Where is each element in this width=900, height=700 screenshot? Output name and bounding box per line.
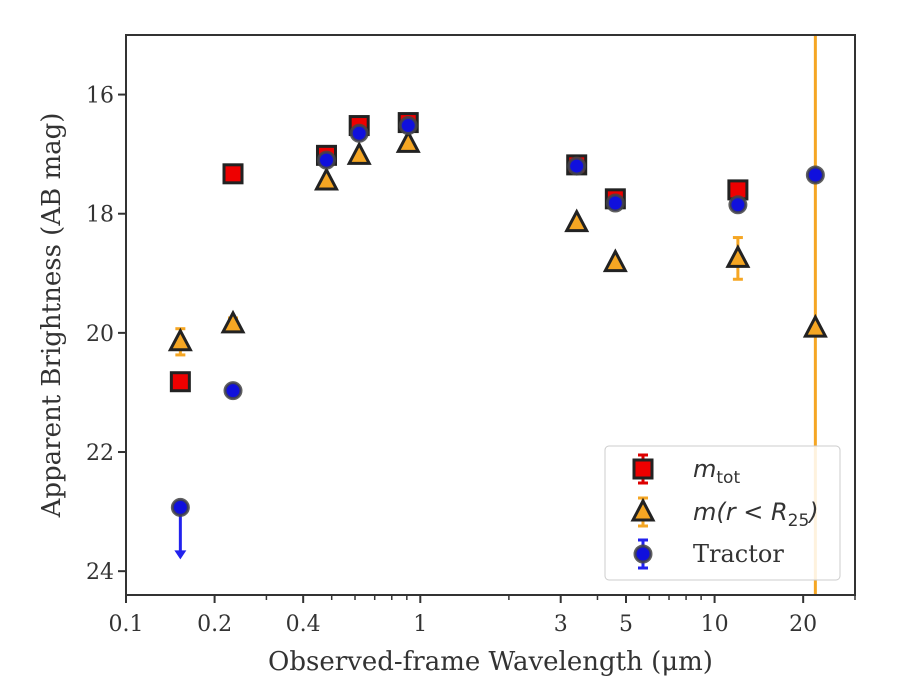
legend-marker-square — [632, 458, 654, 480]
y-tick-label: 18 — [86, 203, 114, 228]
point-square — [169, 371, 191, 393]
ticks-layer: 0.1 0.2 0.4 1 3 5 10 20 16 18 20 22 24 — [86, 84, 856, 637]
point-circle — [316, 150, 336, 170]
point-circle — [805, 165, 825, 185]
y-tick-label: 16 — [86, 84, 114, 109]
x-tick-label: 0.4 — [286, 612, 321, 637]
y-tick-label: 20 — [86, 322, 114, 347]
legend-label: mtot — [693, 455, 740, 488]
point-triangle — [725, 244, 751, 268]
x-tick-label: 10 — [701, 612, 729, 637]
x-tick-label: 0.2 — [197, 612, 232, 637]
point-circle — [223, 381, 243, 401]
legend-box — [604, 445, 841, 581]
x-tick-label: 1 — [413, 612, 427, 637]
point-circle — [605, 193, 625, 213]
plot-frame — [125, 34, 856, 596]
point-triangle — [395, 129, 421, 153]
point-circle — [728, 195, 748, 215]
y-axis-label: Apparent Brightness (AB mag) — [37, 113, 67, 519]
x-tick-label: 5 — [619, 612, 633, 637]
x-tick-label: 0.1 — [109, 612, 144, 637]
x-axis-label: Observed-frame Wavelength (μm) — [268, 647, 713, 677]
y-tick-label: 22 — [86, 441, 114, 466]
point-triangle — [602, 248, 628, 273]
upper-limit-arrowhead — [174, 550, 187, 560]
x-tick-label: 20 — [789, 612, 817, 637]
y-tick-label: 24 — [86, 560, 114, 585]
point-triangle — [802, 313, 828, 338]
point-triangle — [167, 327, 193, 352]
legend: mtot m(r < R25) Tractor — [604, 445, 841, 581]
point-circle — [398, 116, 418, 136]
point-circle — [170, 497, 190, 517]
x-tick-label: 3 — [554, 612, 568, 637]
point-triangle — [564, 208, 590, 233]
point-triangle — [314, 166, 339, 191]
markers-layer — [167, 112, 828, 517]
point-triangle — [220, 309, 246, 334]
legend-marker-triangle — [630, 497, 656, 522]
legend-marker-circle — [633, 544, 653, 564]
legend-label: m(r < R25) — [693, 498, 819, 531]
point-triangle — [346, 141, 372, 165]
point-circle — [349, 123, 369, 143]
point-square — [222, 163, 244, 185]
point-circle — [567, 156, 587, 176]
legend-label: Tractor — [693, 540, 784, 568]
